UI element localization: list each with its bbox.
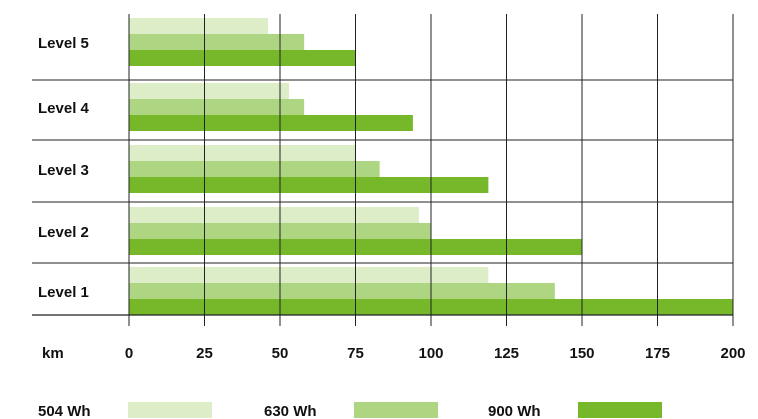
x-tick-label: 150 [569,345,594,362]
x-tick-label: 175 [645,345,670,362]
category-label: Level 3 [38,162,89,179]
x-tick-label: 75 [347,345,364,362]
bar-level-3-series-3 [129,177,488,193]
x-tick-label: 125 [494,345,519,362]
legend-swatch [128,402,212,418]
category-label: Level 2 [38,224,89,241]
x-tick-label: 200 [720,345,745,362]
bar-level-4-series-2 [129,99,304,115]
bar-level-4-series-3 [129,115,413,131]
bar-level-5-series-1 [129,18,268,34]
category-label: Level 1 [38,284,89,301]
bar-level-1-series-2 [129,283,555,299]
bar-level-5-series-2 [129,34,304,50]
x-tick-label: 0 [125,345,133,362]
x-unit-label: km [42,345,64,362]
legend-swatch [354,402,438,418]
x-tick-label: 25 [196,345,213,362]
x-tick-label: 100 [418,345,443,362]
bar-level-4-series-1 [129,83,289,99]
legend-label: 900 Wh [488,403,541,419]
bar-level-3-series-1 [129,145,356,161]
legend-swatch [578,402,662,418]
category-label: Level 5 [38,35,89,52]
category-labels: Level 5 Level 4 Level 3 Level 2 Level 1 [38,35,90,301]
bar-level-1-series-1 [129,267,488,283]
bar-level-5-series-3 [129,50,356,66]
x-tick-label: 50 [272,345,289,362]
bar-level-2-series-1 [129,207,419,223]
legend-label: 504 Wh [38,403,91,419]
bar-level-3-series-2 [129,161,380,177]
x-tick-labels: km 0 25 50 75 100 125 150 175 200 [42,345,746,362]
category-label: Level 4 [38,100,90,117]
legend: 504 Wh 630 Wh 900 Wh [38,402,662,419]
legend-label: 630 Wh [264,403,317,419]
